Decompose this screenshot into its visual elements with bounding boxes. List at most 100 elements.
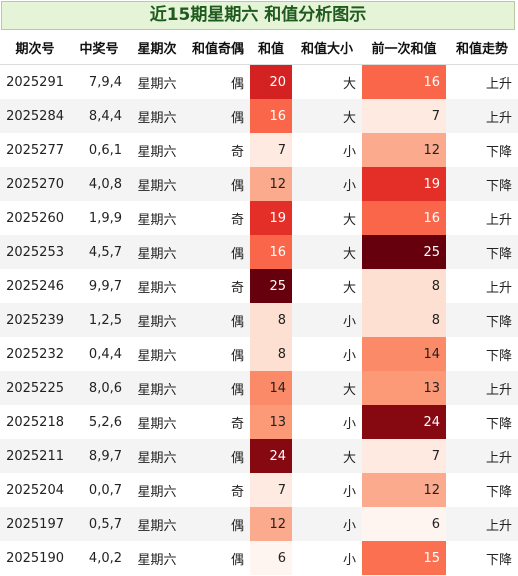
cell-draw: 4,5,7 bbox=[70, 235, 128, 269]
cell-draw: 5,2,6 bbox=[70, 405, 128, 439]
cell-week: 星期六 bbox=[128, 473, 186, 507]
cell-prev-sum: 7 bbox=[362, 99, 446, 133]
header-row: 期次号 中奖号 星期次 和值奇偶 和值 和值大小 前一次和值 和值走势 bbox=[0, 31, 518, 65]
cell-size: 小 bbox=[292, 473, 362, 507]
cell-parity: 偶 bbox=[186, 167, 250, 201]
table-row: 2025239 1,2,5 星期六偶 8 小 8 下降 bbox=[0, 303, 518, 337]
cell-issue: 2025253 bbox=[0, 235, 70, 269]
cell-size: 大 bbox=[292, 201, 362, 235]
cell-trend: 下降 bbox=[446, 167, 518, 201]
header-draw: 中奖号 bbox=[70, 31, 128, 65]
table-row: 2025204 0,0,7 星期六奇 7 小 12 下降 bbox=[0, 473, 518, 507]
cell-draw: 8,4,4 bbox=[70, 99, 128, 133]
cell-sum: 8 bbox=[250, 303, 292, 337]
table-row: 2025190 4,0,2 星期六偶 6 小 15 下降 bbox=[0, 541, 518, 575]
cell-issue: 2025270 bbox=[0, 167, 70, 201]
header-size: 和值大小 bbox=[292, 31, 362, 65]
cell-sum: 6 bbox=[250, 541, 292, 575]
sum-analysis-table: 期次号 中奖号 星期次 和值奇偶 和值 和值大小 前一次和值 和值走势 2025… bbox=[0, 31, 518, 575]
header-parity: 和值奇偶 bbox=[186, 31, 250, 65]
header-trend: 和值走势 bbox=[446, 31, 518, 65]
cell-trend: 上升 bbox=[446, 439, 518, 473]
cell-parity: 偶 bbox=[186, 541, 250, 575]
cell-week: 星期六 bbox=[128, 337, 186, 371]
cell-issue: 2025246 bbox=[0, 269, 70, 303]
cell-issue: 2025284 bbox=[0, 99, 70, 133]
cell-size: 大 bbox=[292, 439, 362, 473]
cell-issue: 2025260 bbox=[0, 201, 70, 235]
table-title: 近15期星期六 和值分析图示 bbox=[1, 1, 515, 30]
cell-week: 星期六 bbox=[128, 201, 186, 235]
cell-trend: 下降 bbox=[446, 541, 518, 575]
cell-size: 大 bbox=[292, 64, 362, 99]
cell-sum: 7 bbox=[250, 473, 292, 507]
cell-sum: 12 bbox=[250, 167, 292, 201]
cell-size: 小 bbox=[292, 167, 362, 201]
cell-parity: 奇 bbox=[186, 133, 250, 167]
cell-trend: 下降 bbox=[446, 133, 518, 167]
header-week: 星期次 bbox=[128, 31, 186, 65]
cell-parity: 偶 bbox=[186, 99, 250, 133]
cell-size: 小 bbox=[292, 507, 362, 541]
cell-parity: 偶 bbox=[186, 235, 250, 269]
cell-sum: 8 bbox=[250, 337, 292, 371]
table-row: 2025253 4,5,7 星期六偶 16 大 25 下降 bbox=[0, 235, 518, 269]
cell-prev-sum: 14 bbox=[362, 337, 446, 371]
cell-week: 星期六 bbox=[128, 371, 186, 405]
cell-week: 星期六 bbox=[128, 541, 186, 575]
cell-trend: 上升 bbox=[446, 64, 518, 99]
table-row: 2025197 0,5,7 星期六偶 12 小 6 上升 bbox=[0, 507, 518, 541]
cell-prev-sum: 16 bbox=[362, 201, 446, 235]
cell-draw: 0,0,7 bbox=[70, 473, 128, 507]
cell-prev-sum: 8 bbox=[362, 269, 446, 303]
cell-size: 大 bbox=[292, 269, 362, 303]
cell-week: 星期六 bbox=[128, 405, 186, 439]
cell-parity: 偶 bbox=[186, 371, 250, 405]
cell-trend: 下降 bbox=[446, 337, 518, 371]
cell-size: 小 bbox=[292, 405, 362, 439]
cell-parity: 奇 bbox=[186, 201, 250, 235]
cell-trend: 下降 bbox=[446, 303, 518, 337]
cell-issue: 2025225 bbox=[0, 371, 70, 405]
cell-size: 小 bbox=[292, 133, 362, 167]
cell-trend: 下降 bbox=[446, 473, 518, 507]
cell-week: 星期六 bbox=[128, 133, 186, 167]
cell-draw: 1,2,5 bbox=[70, 303, 128, 337]
cell-draw: 9,9,7 bbox=[70, 269, 128, 303]
header-sum: 和值 bbox=[250, 31, 292, 65]
cell-trend: 下降 bbox=[446, 235, 518, 269]
cell-trend: 上升 bbox=[446, 507, 518, 541]
cell-prev-sum: 15 bbox=[362, 541, 446, 575]
cell-trend: 上升 bbox=[446, 201, 518, 235]
cell-trend: 下降 bbox=[446, 405, 518, 439]
cell-prev-sum: 25 bbox=[362, 235, 446, 269]
cell-size: 大 bbox=[292, 235, 362, 269]
cell-week: 星期六 bbox=[128, 99, 186, 133]
cell-draw: 4,0,2 bbox=[70, 541, 128, 575]
cell-issue: 2025232 bbox=[0, 337, 70, 371]
cell-prev-sum: 16 bbox=[362, 64, 446, 99]
cell-trend: 上升 bbox=[446, 371, 518, 405]
table-body: 2025291 7,9,4 星期六偶 20 大 16 上升 2025284 8,4,4 星期六偶 1… bbox=[0, 64, 518, 575]
cell-issue: 2025239 bbox=[0, 303, 70, 337]
cell-prev-sum: 13 bbox=[362, 371, 446, 405]
cell-issue: 2025291 bbox=[0, 64, 70, 99]
cell-issue: 2025190 bbox=[0, 541, 70, 575]
cell-draw: 0,5,7 bbox=[70, 507, 128, 541]
cell-prev-sum: 12 bbox=[362, 473, 446, 507]
cell-sum: 20 bbox=[250, 64, 292, 99]
cell-week: 星期六 bbox=[128, 269, 186, 303]
cell-sum: 19 bbox=[250, 201, 292, 235]
table-row: 2025211 8,9,7 星期六偶 24 大 7 上升 bbox=[0, 439, 518, 473]
cell-week: 星期六 bbox=[128, 235, 186, 269]
cell-prev-sum: 19 bbox=[362, 167, 446, 201]
cell-draw: 8,0,6 bbox=[70, 371, 128, 405]
table-row: 2025246 9,9,7 星期六奇 25 大 8 上升 bbox=[0, 269, 518, 303]
cell-prev-sum: 7 bbox=[362, 439, 446, 473]
cell-sum: 16 bbox=[250, 99, 292, 133]
cell-parity: 奇 bbox=[186, 269, 250, 303]
cell-sum: 12 bbox=[250, 507, 292, 541]
cell-size: 大 bbox=[292, 371, 362, 405]
cell-issue: 2025218 bbox=[0, 405, 70, 439]
header-prev-sum: 前一次和值 bbox=[362, 31, 446, 65]
